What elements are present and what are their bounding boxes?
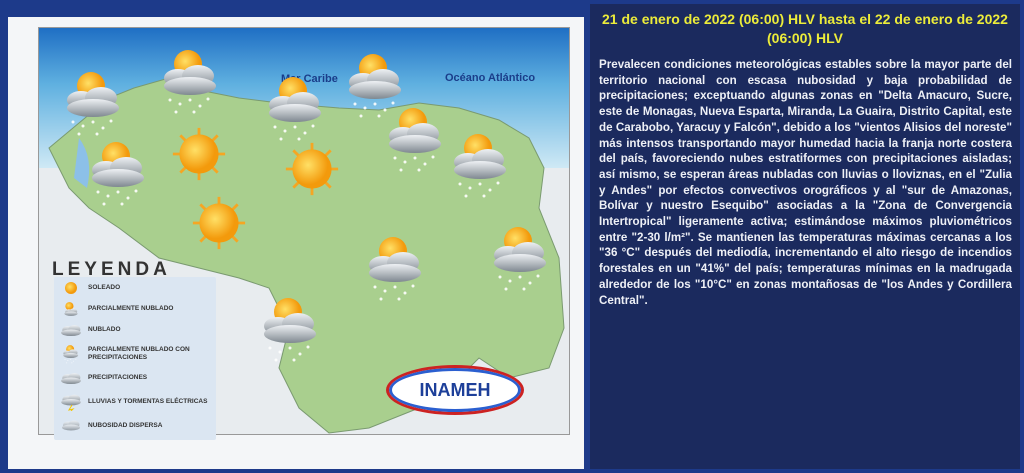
inameh-logo: INAMEH [386,365,524,415]
partly-cloudy-rain-icon [84,138,154,208]
rain-icon [61,372,81,384]
legend-item: PRECIPITACIONES [54,367,216,388]
legend-label: PARCIALMENTE NUBLADO [88,304,174,312]
partly-cloudy-rain-icon [381,104,451,174]
lake-maracaibo [74,138,90,188]
thunderstorm-icon [61,394,81,411]
legend-item: SOLEADO [54,277,216,298]
forecast-title: 21 de enero de 2022 (06:00) HLV hasta el… [602,11,1008,46]
legend-item: PARCIALMENTE NUBLADO [54,298,216,319]
partly-cloudy-rain-icon [261,73,331,143]
partly-cloudy-rain-icon [59,68,129,138]
sun-icon [191,195,247,251]
venezuela-land [48,77,565,434]
scattered-clouds-icon [62,420,80,430]
legend-item: PARCIALMENTE NUBLADO CON PRECIPITACIONES [54,340,216,367]
label-oceano-atlantico: Océano Atlántico [445,72,536,84]
partly-cloudy-rain-icon [361,233,431,303]
legend-item: LLUVIAS Y TORMENTAS ELÉCTRICAS [54,388,216,415]
legend-label: NUBOSIDAD DISPERSA [88,421,163,429]
legend-label: LLUVIAS Y TORMENTAS ELÉCTRICAS [88,397,208,405]
legend-item: NUBLADO [54,319,216,340]
partly-cloudy-icon [64,301,78,316]
legend-label: PARCIALMENTE NUBLADO CON PRECIPITACIONES [88,345,190,361]
legend-label: NUBLADO [88,325,121,333]
partly-cloudy-rain-icon [486,223,556,293]
map-panel: Mar Caribe Océano Atlántico LEYENDA SOLE… [8,17,584,469]
legend-title: LEYENDA [52,259,171,280]
partly-cloudy-rain-icon [446,130,516,200]
cloud-icon [61,324,81,336]
legend-label: PRECIPITACIONES [88,373,148,381]
forecast-body: Prevalecen condiciones meteorológicas es… [599,58,1012,307]
sun-icon [65,281,77,294]
partly-cloudy-rain-icon [156,46,226,116]
legend-item: NUBOSIDAD DISPERSA [54,415,216,436]
forecast-panel: 21 de enero de 2022 (06:00) HLV hasta el… [590,4,1020,469]
sun-icon [171,126,227,182]
partly-cloudy-rain-icon [256,294,326,364]
sun-icon [284,141,340,197]
legend: SOLEADO PARCIALMENTE NUBLADO NUBLADO PAR… [54,277,216,440]
legend-label: SOLEADO [88,283,121,291]
partly-cloudy-rain-icon [60,344,82,364]
